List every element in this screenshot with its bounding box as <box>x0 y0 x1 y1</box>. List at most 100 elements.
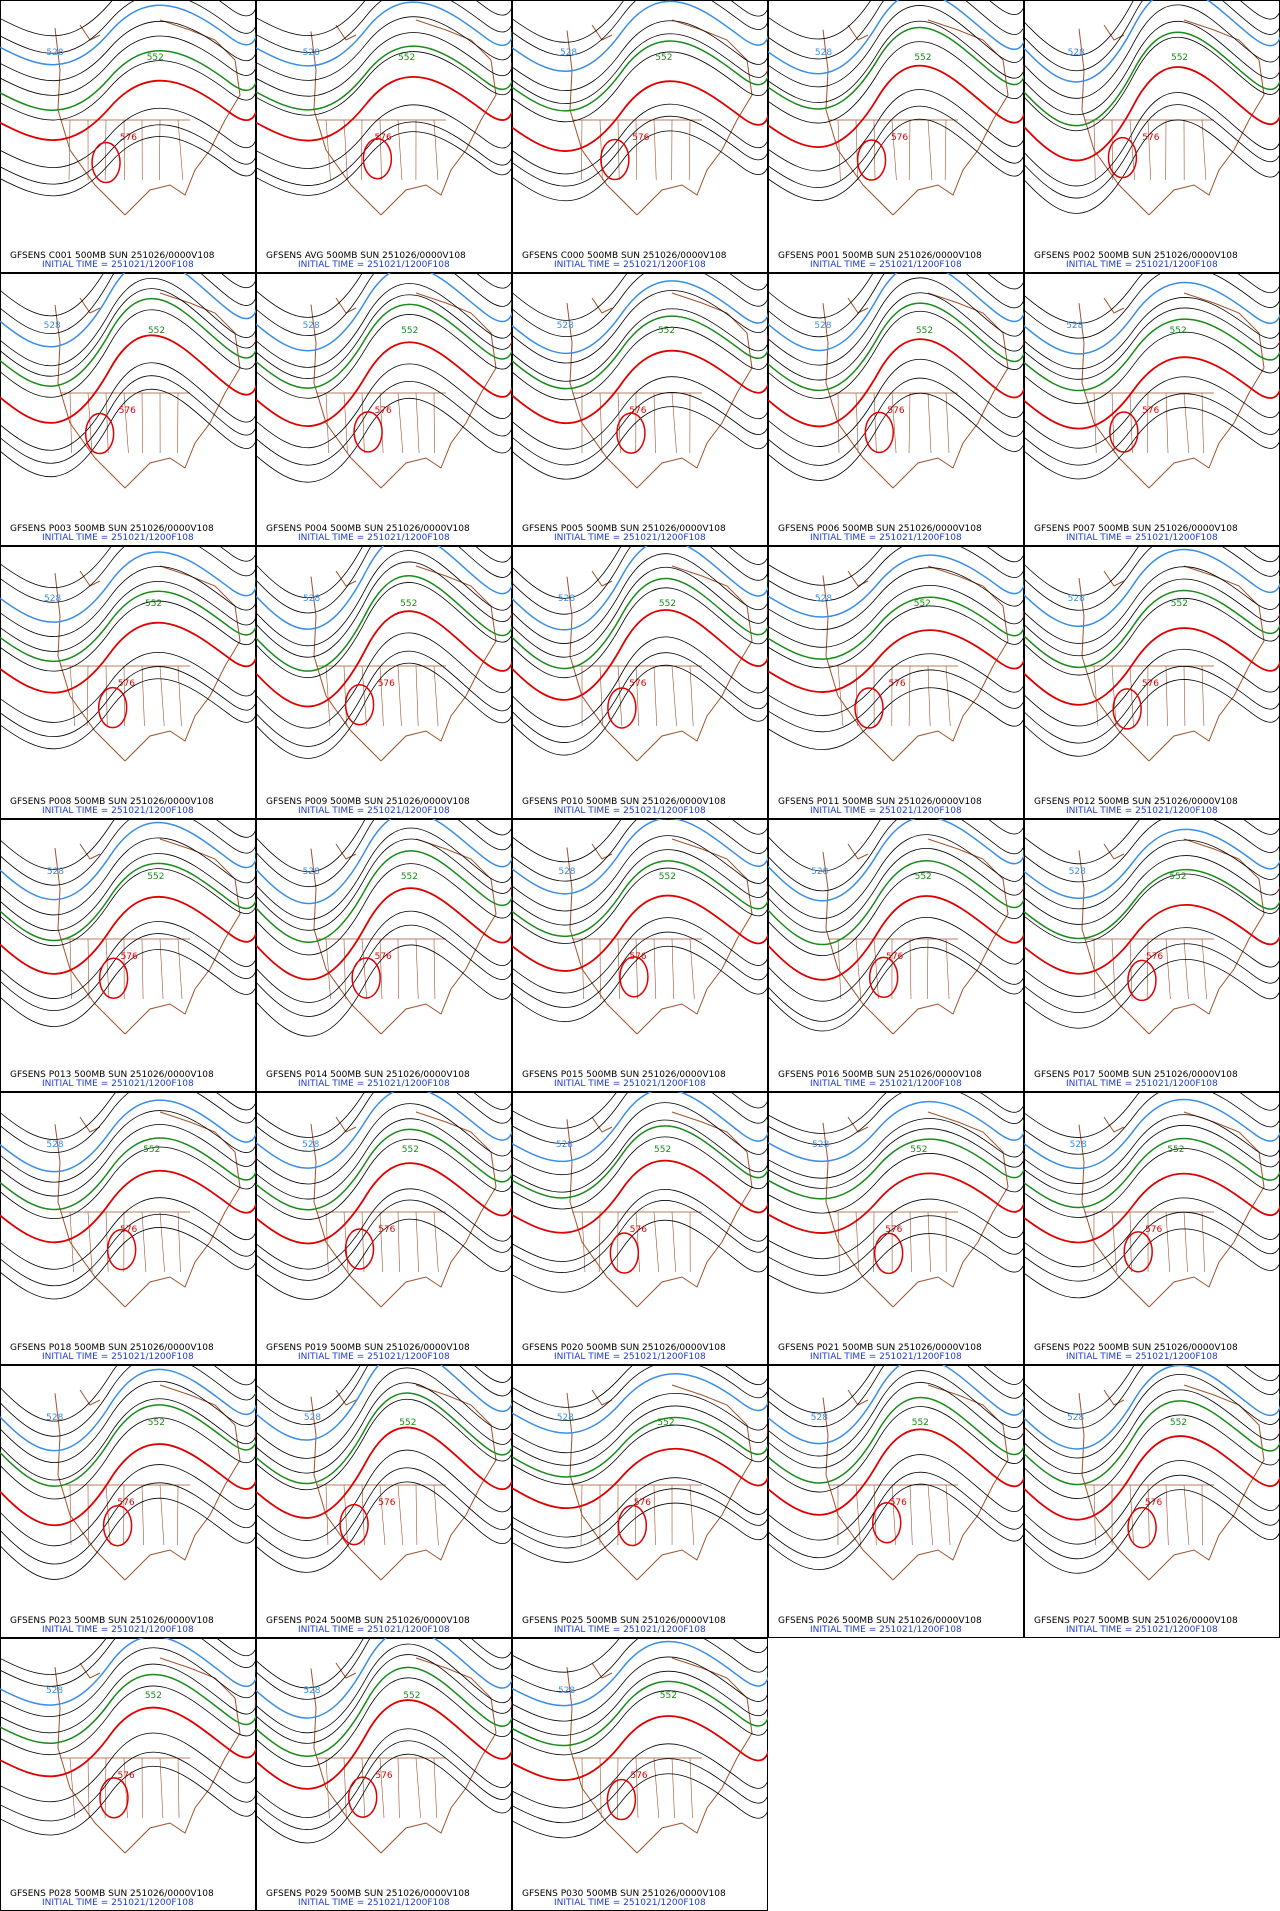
contour-528 <box>1024 548 1280 627</box>
contour-line <box>0 288 256 377</box>
contour-label: 528 <box>302 1140 319 1150</box>
state-line <box>1183 1484 1190 1546</box>
contour-line <box>768 1134 1024 1214</box>
contour-line <box>512 546 768 599</box>
contour-line <box>1024 837 1280 925</box>
map-panel: 528 552 576 GFSENS P021 500MB SUN 251026/00… <box>768 1092 1024 1365</box>
contour-line <box>256 273 512 337</box>
contour-576 <box>1024 66 1280 162</box>
contour-552 <box>256 301 512 389</box>
map-panel: 528 552 576 GFSENS P004 500MB SUN 251026/00… <box>256 273 512 546</box>
contour-line <box>256 1367 512 1459</box>
state-line <box>1165 938 1171 1000</box>
coastline <box>822 19 1009 216</box>
contour-line <box>512 635 768 728</box>
contour-line <box>768 936 1024 1032</box>
contour-line <box>512 1365 768 1408</box>
contour-line <box>512 586 768 678</box>
contour-line <box>512 19 768 104</box>
contour-line <box>256 37 512 116</box>
closed-low <box>97 686 128 729</box>
state-line <box>1147 665 1149 727</box>
state-line <box>68 119 71 181</box>
contour-552 <box>0 297 256 387</box>
panel-title: GFSENS P007 500MB SUN 251026/0000V108 <box>1034 524 1238 534</box>
contour-label: 552 <box>657 1418 674 1428</box>
contour-label: 528 <box>44 321 61 331</box>
state-line <box>635 1211 641 1273</box>
contour-line <box>0 273 256 335</box>
panel-border <box>1024 1092 1280 1365</box>
state-line <box>433 392 435 454</box>
contour-line <box>512 819 768 882</box>
contour-line <box>256 1092 512 1138</box>
coastline <box>54 1384 241 1581</box>
contour-line <box>512 1092 768 1144</box>
contour-line <box>512 273 768 321</box>
state-line <box>653 392 656 454</box>
panel-title: GFSENS P017 500MB SUN 251026/0000V108 <box>1034 1070 1238 1080</box>
state-line <box>927 392 932 454</box>
contour-line <box>256 2 512 81</box>
state-line <box>104 1757 107 1819</box>
contour-line <box>256 0 512 53</box>
contour-line <box>1024 273 1280 339</box>
panel-title: GFSENS P026 500MB SUN 251026/0000V108 <box>778 1616 982 1626</box>
closed-low <box>1109 411 1139 453</box>
state-line <box>653 119 657 181</box>
contour-line <box>512 1745 768 1824</box>
contour-528 <box>768 819 1024 902</box>
contour-552 <box>1024 302 1280 392</box>
state-line <box>343 119 348 181</box>
contour-line <box>0 825 256 916</box>
contour-line <box>768 650 1024 733</box>
contour-line <box>768 377 1024 466</box>
panel-subtitle: INITIAL TIME = 251021/1200F108 <box>298 1079 450 1089</box>
contour-line <box>512 275 768 364</box>
contour-line <box>768 5 1024 88</box>
state-line <box>397 1484 404 1546</box>
closed-low <box>868 956 899 999</box>
panel-title: GFSENS P005 500MB SUN 251026/0000V108 <box>522 524 726 534</box>
state-line <box>599 119 603 181</box>
state-line <box>873 392 877 454</box>
coastline <box>1078 838 1265 1035</box>
state-line <box>1165 1211 1171 1273</box>
contour-label: 576 <box>375 133 392 143</box>
state-line <box>104 119 107 181</box>
contour-528 <box>512 546 768 631</box>
contour-label: 576 <box>888 679 905 689</box>
state-line <box>433 119 439 181</box>
panel-border <box>0 0 256 273</box>
contour-552 <box>256 575 512 672</box>
contour-552 <box>1024 851 1280 940</box>
contour-label: 528 <box>46 1140 63 1150</box>
coastline <box>822 1111 1009 1308</box>
contour-line <box>1024 315 1280 404</box>
contour-label: 552 <box>1170 1418 1187 1428</box>
contour-528 <box>256 273 512 352</box>
contour-line <box>256 1183 512 1270</box>
contour-line <box>512 1183 768 1262</box>
contour-line <box>512 1730 768 1809</box>
contour-line <box>512 1677 768 1756</box>
map-panel: 528 552 576 GFSENS C001 500MB SUN 251026/00… <box>0 0 256 273</box>
panel-border <box>1024 819 1280 1092</box>
contour-label: 528 <box>303 594 320 604</box>
contour-line <box>1024 546 1280 596</box>
panel-title: GFSENS P011 500MB SUN 251026/0000V108 <box>778 797 982 807</box>
contour-line <box>0 18 256 96</box>
contour-line <box>512 273 768 337</box>
state-line <box>69 1757 76 1819</box>
state-line <box>397 1757 400 1819</box>
closed-low <box>344 1228 375 1270</box>
contour-line <box>1024 909 1280 997</box>
state-line <box>1093 938 1096 1000</box>
contour-line <box>0 552 256 637</box>
contour-line <box>1024 822 1280 910</box>
state-line <box>433 1757 438 1819</box>
panel-title: GFSENS P021 500MB SUN 251026/0000V108 <box>778 1343 982 1353</box>
state-line <box>87 392 93 454</box>
contour-label: 552 <box>912 1418 929 1428</box>
contour-576 <box>256 1158 512 1245</box>
